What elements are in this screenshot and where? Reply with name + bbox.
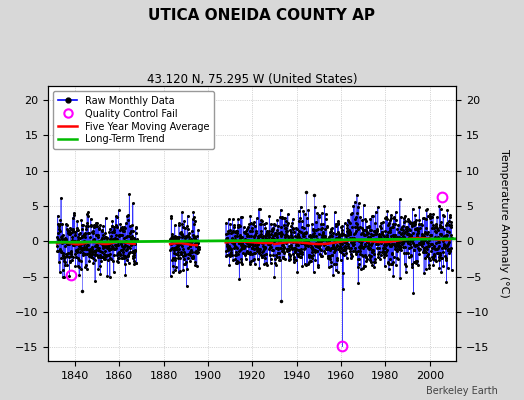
Y-axis label: Temperature Anomaly (°C): Temperature Anomaly (°C)	[499, 149, 509, 298]
Title: 43.120 N, 75.295 W (United States): 43.120 N, 75.295 W (United States)	[147, 73, 357, 86]
Legend: Raw Monthly Data, Quality Control Fail, Five Year Moving Average, Long-Term Tren: Raw Monthly Data, Quality Control Fail, …	[53, 91, 214, 149]
Text: UTICA ONEIDA COUNTY AP: UTICA ONEIDA COUNTY AP	[148, 8, 376, 23]
Text: Berkeley Earth: Berkeley Earth	[426, 386, 498, 396]
